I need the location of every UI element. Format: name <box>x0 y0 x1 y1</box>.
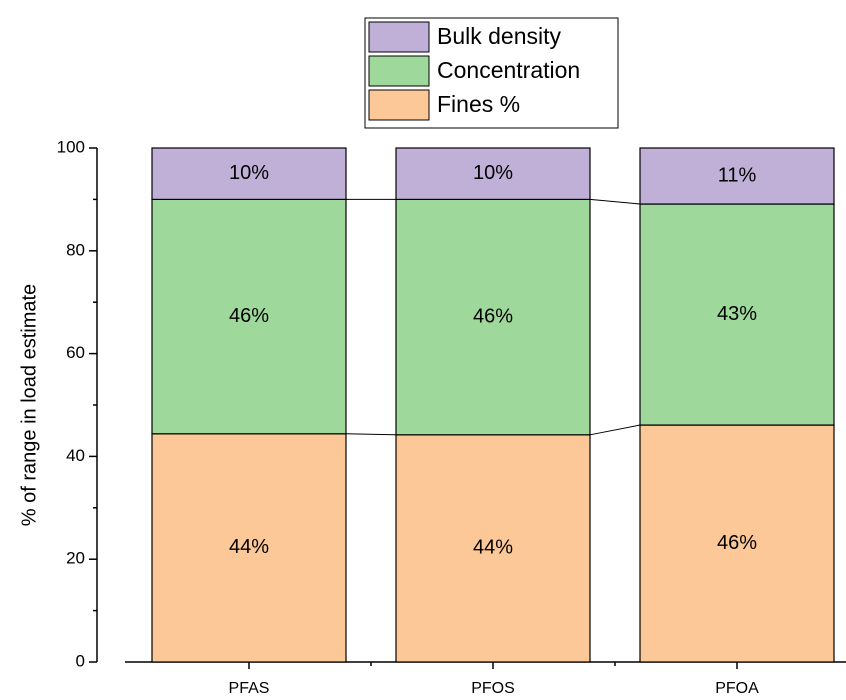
value-label: 11% <box>718 164 757 186</box>
y-axis-label: % of range in load estimate <box>18 284 40 526</box>
y-tick-label: 0 <box>76 651 85 670</box>
legend-swatch <box>368 89 430 121</box>
connector-line <box>345 433 397 436</box>
bar-segment <box>395 147 591 201</box>
y-tick-label: 60 <box>66 343 85 362</box>
x-tick-label: PFAS <box>229 680 270 697</box>
bar-segment <box>639 424 835 663</box>
x-tick-label: PFOS <box>471 680 515 697</box>
legend-swatch <box>368 21 430 53</box>
connector-line <box>589 198 641 205</box>
legend-swatch <box>368 55 430 87</box>
y-tick-label: 100 <box>57 137 85 156</box>
y-tick-label: 40 <box>66 446 85 465</box>
value-label: 46% <box>229 305 269 327</box>
bar-segment <box>639 203 835 426</box>
value-label: 10% <box>229 162 269 184</box>
value-label: 46% <box>717 532 757 554</box>
legend-label: Fines % <box>437 91 520 117</box>
y-tick-label: 20 <box>66 549 85 568</box>
value-label: 43% <box>717 303 757 325</box>
y-tick-label: 80 <box>66 240 85 259</box>
value-label: 44% <box>473 537 513 559</box>
legend-label: Concentration <box>437 57 580 83</box>
bar-segment <box>151 147 347 201</box>
legend-label: Bulk density <box>437 23 562 49</box>
bar-segment <box>151 433 347 663</box>
bar-segment <box>151 198 347 435</box>
bar-segment <box>395 434 591 663</box>
connector-line <box>589 424 641 436</box>
bar-segment <box>639 147 835 205</box>
value-label: 44% <box>229 536 269 558</box>
value-label: 10% <box>473 162 513 184</box>
bar-segment <box>395 198 591 436</box>
x-tick-label: PFOA <box>715 680 759 697</box>
value-label: 46% <box>473 305 513 327</box>
